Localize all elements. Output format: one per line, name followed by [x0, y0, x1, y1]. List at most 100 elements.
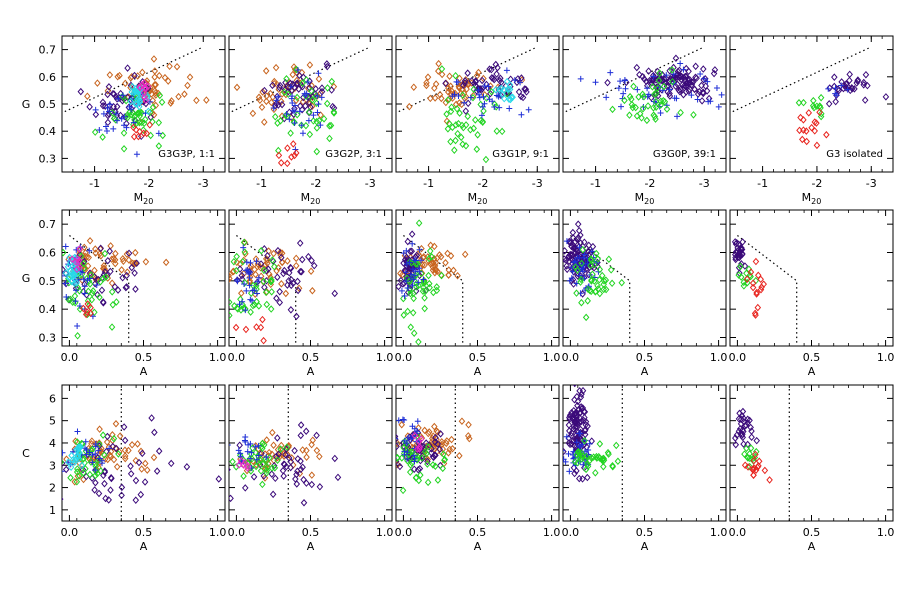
x-axis-label: A — [808, 540, 816, 553]
data-point — [313, 446, 321, 455]
data-point — [193, 96, 200, 105]
data-point — [588, 248, 595, 255]
data-point — [101, 102, 109, 111]
data-point — [739, 238, 746, 246]
data-point — [74, 445, 82, 453]
data-point — [743, 275, 751, 283]
data-point — [620, 90, 627, 97]
data-point — [302, 427, 310, 436]
data-point — [600, 277, 608, 285]
data-point — [272, 474, 279, 483]
data-point — [92, 471, 99, 480]
data-point — [587, 287, 595, 296]
data-point — [456, 74, 463, 83]
data-point — [475, 87, 482, 94]
data-point — [298, 122, 305, 129]
data-point — [582, 417, 590, 426]
y-tick-label: 1 — [49, 504, 56, 517]
data-point — [853, 79, 860, 87]
data-point — [618, 278, 626, 287]
data-point — [575, 226, 583, 235]
data-point — [860, 81, 867, 89]
series-red — [232, 315, 267, 345]
y-tick-label: 2 — [49, 482, 56, 495]
x-axis-label: A — [140, 540, 148, 553]
data-point — [127, 97, 135, 106]
data-point — [142, 258, 150, 266]
x-tick-label: 0.0 — [562, 351, 580, 364]
data-point — [452, 121, 460, 129]
plot-area — [396, 46, 538, 164]
data-point — [436, 445, 443, 454]
data-point — [445, 266, 453, 274]
data-point — [640, 92, 648, 101]
data-point — [670, 71, 677, 78]
x-tick-label: -1 — [423, 177, 434, 190]
data-point — [144, 93, 151, 102]
y-axis-label: C — [22, 447, 30, 460]
data-point — [586, 456, 594, 465]
data-point — [104, 256, 112, 265]
data-point — [259, 480, 266, 489]
data-point — [93, 282, 100, 289]
data-point — [410, 276, 417, 283]
data-point — [77, 87, 85, 96]
data-point — [488, 87, 495, 96]
data-point — [136, 127, 143, 136]
reference-line — [396, 46, 538, 114]
data-point — [740, 282, 748, 290]
data-point — [442, 98, 450, 107]
x-tick-label: -3 — [198, 177, 209, 190]
data-point — [315, 70, 322, 77]
data-point — [650, 104, 657, 112]
data-point — [517, 79, 524, 86]
data-point — [697, 71, 704, 78]
data-point — [425, 254, 433, 263]
data-point — [119, 255, 127, 263]
y-tick-label: 6 — [49, 392, 56, 405]
x-tick-label: -1 — [89, 177, 100, 190]
data-point — [313, 124, 321, 132]
data-point — [74, 322, 81, 329]
series-green — [795, 93, 825, 121]
data-point — [403, 278, 410, 285]
data-point — [399, 416, 406, 423]
series-green — [396, 432, 449, 495]
data-point — [233, 266, 240, 275]
data-point — [571, 259, 578, 266]
data-point — [78, 461, 86, 470]
data-point — [74, 428, 81, 435]
data-point — [132, 248, 139, 257]
data-point — [600, 454, 607, 463]
data-point — [575, 233, 582, 242]
data-point — [605, 255, 613, 263]
data-point — [308, 471, 316, 479]
data-point — [485, 83, 492, 90]
data-point — [573, 431, 580, 440]
data-point — [412, 257, 419, 264]
data-point — [416, 445, 423, 453]
data-point — [569, 264, 576, 271]
data-point — [104, 90, 111, 99]
data-point — [293, 312, 300, 321]
data-point — [443, 437, 451, 445]
data-point — [252, 462, 260, 471]
data-point — [608, 279, 616, 288]
data-point — [257, 260, 265, 268]
data-point — [831, 82, 838, 91]
data-point — [297, 421, 305, 429]
plot-area — [731, 235, 798, 346]
data-point — [184, 81, 191, 90]
data-point — [492, 60, 500, 69]
data-point — [236, 265, 244, 273]
data-point — [276, 81, 284, 90]
data-point — [291, 120, 298, 127]
data-point — [114, 117, 121, 124]
panel-ca-g3g0p: 0.0 0.5 1.0 A — [562, 384, 727, 553]
data-point — [19, 240, 24, 246]
data-point — [571, 396, 578, 404]
data-point — [378, 443, 383, 449]
data-point — [741, 422, 749, 430]
data-point — [754, 463, 761, 472]
data-point — [242, 267, 249, 274]
